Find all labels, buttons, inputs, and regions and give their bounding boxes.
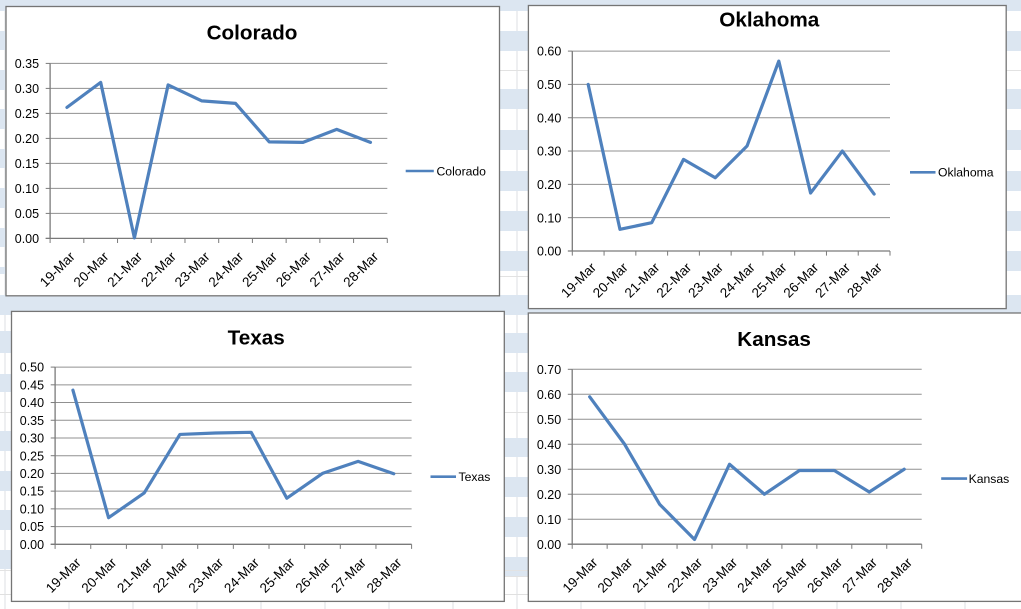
svg-text:0.10: 0.10 (537, 211, 561, 225)
svg-text:0.60: 0.60 (537, 45, 561, 59)
svg-text:0.50: 0.50 (20, 361, 44, 375)
svg-text:0.00: 0.00 (537, 538, 561, 552)
svg-text:0.30: 0.30 (537, 145, 561, 159)
svg-text:0.30: 0.30 (15, 82, 39, 96)
svg-text:Kansas: Kansas (969, 472, 1010, 486)
svg-text:0.40: 0.40 (537, 111, 561, 125)
svg-text:Texas: Texas (228, 327, 285, 350)
svg-text:0.70: 0.70 (537, 363, 561, 377)
svg-text:Oklahoma: Oklahoma (938, 166, 994, 180)
svg-text:0.45: 0.45 (20, 378, 44, 392)
svg-text:0.50: 0.50 (537, 78, 561, 92)
svg-text:0.20: 0.20 (15, 132, 39, 146)
svg-text:0.40: 0.40 (537, 438, 561, 452)
svg-text:0.10: 0.10 (537, 513, 561, 527)
svg-text:Kansas: Kansas (737, 328, 811, 351)
svg-text:0.20: 0.20 (537, 488, 561, 502)
svg-text:0.25: 0.25 (20, 449, 44, 463)
svg-text:0.35: 0.35 (15, 57, 39, 71)
svg-text:Colorado: Colorado (437, 164, 487, 178)
svg-text:0.25: 0.25 (15, 107, 39, 121)
svg-text:0.05: 0.05 (15, 207, 39, 221)
svg-text:0.30: 0.30 (537, 463, 561, 477)
svg-text:0.15: 0.15 (15, 157, 39, 171)
svg-text:0.15: 0.15 (20, 485, 44, 499)
svg-text:0.40: 0.40 (20, 396, 44, 410)
svg-text:0.00: 0.00 (20, 538, 44, 552)
svg-text:0.20: 0.20 (537, 178, 561, 192)
svg-text:0.20: 0.20 (20, 467, 44, 481)
svg-text:0.00: 0.00 (15, 232, 39, 246)
svg-text:0.05: 0.05 (20, 520, 44, 534)
svg-text:0.10: 0.10 (15, 182, 39, 196)
svg-text:0.10: 0.10 (20, 502, 44, 516)
svg-text:Colorado: Colorado (207, 22, 298, 45)
svg-text:0.50: 0.50 (537, 413, 561, 427)
svg-text:0.30: 0.30 (20, 432, 44, 446)
svg-text:0.60: 0.60 (537, 388, 561, 402)
svg-text:0.00: 0.00 (537, 245, 561, 259)
svg-text:0.35: 0.35 (20, 414, 44, 428)
svg-text:Texas: Texas (459, 470, 491, 484)
svg-text:Oklahoma: Oklahoma (719, 9, 820, 32)
